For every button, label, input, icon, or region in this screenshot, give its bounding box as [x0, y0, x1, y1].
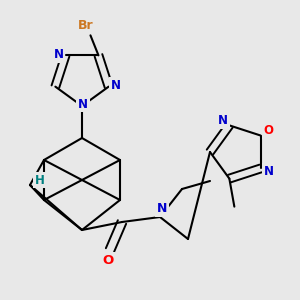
Text: H: H: [35, 173, 45, 187]
Text: N: N: [264, 165, 274, 178]
Text: N: N: [218, 114, 228, 127]
Text: Br: Br: [78, 19, 93, 32]
Text: N: N: [111, 79, 121, 92]
Text: N: N: [78, 98, 88, 110]
Text: O: O: [264, 124, 274, 137]
Text: N: N: [157, 202, 167, 215]
Text: O: O: [102, 254, 114, 266]
Text: N: N: [53, 48, 64, 61]
